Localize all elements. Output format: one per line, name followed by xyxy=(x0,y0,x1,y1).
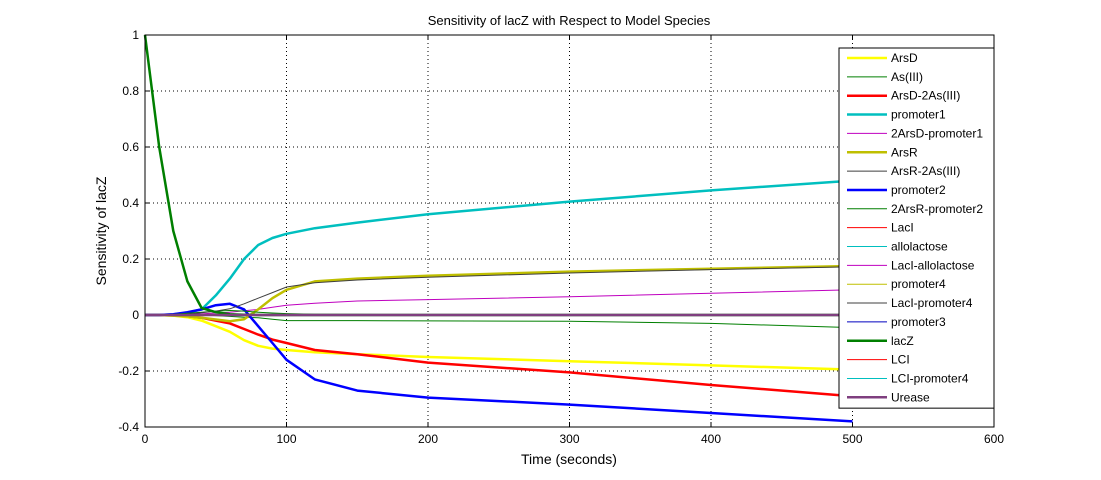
y-tick-label: 0.4 xyxy=(122,196,139,210)
legend-entry: allolactose xyxy=(847,240,948,254)
legend-label: ArsR xyxy=(891,145,918,159)
x-tick-label: 400 xyxy=(701,432,721,446)
legend-entry: promoter2 xyxy=(847,183,946,197)
legend-label: ArsD-2As(III) xyxy=(891,89,960,103)
legend-entry: lacZ xyxy=(847,334,914,348)
y-tick-label: 0.8 xyxy=(122,84,139,98)
legend: ArsD As(III) ArsD-2As(III) promoter1 2ArsD-p… xyxy=(838,47,995,409)
y-tick-label: 1 xyxy=(132,28,139,42)
legend-label: promoter3 xyxy=(891,315,946,329)
series-lines xyxy=(143,34,853,423)
legend-label: LacI xyxy=(891,221,914,235)
legend-label: 2ArsR-promoter2 xyxy=(891,202,983,216)
legend-label: promoter2 xyxy=(891,183,946,197)
series-line-promoter1 xyxy=(145,179,853,317)
legend-entry: promoter4 xyxy=(847,277,946,291)
legend-label: lacZ xyxy=(891,334,914,348)
x-tick-label: 300 xyxy=(559,432,579,446)
legend-label: LacI-promoter4 xyxy=(891,296,973,310)
x-tick-label: 500 xyxy=(842,432,862,446)
legend-entry: promoter3 xyxy=(847,315,946,329)
legend-label: As(III) xyxy=(891,70,923,84)
series-line-promoter2 xyxy=(145,302,853,423)
y-tick-label: -0.2 xyxy=(118,364,139,378)
legend-entry: 2ArsR-promoter2 xyxy=(847,202,983,216)
legend-label: LacI-allolactose xyxy=(891,258,975,272)
legend-entry: LacI-promoter4 xyxy=(847,296,973,310)
legend-label: ArsD xyxy=(891,51,918,65)
legend-entry: LCI xyxy=(847,353,910,367)
legend-label: LCI xyxy=(891,353,910,367)
x-tick-label: 100 xyxy=(276,432,296,446)
legend-label: promoter1 xyxy=(891,108,946,122)
legend-entry: Urease xyxy=(847,390,930,404)
y-axis-label: Sensitivity of lacZ xyxy=(93,176,109,285)
y-tick-label: 0.2 xyxy=(122,252,139,266)
x-tick-label: 200 xyxy=(418,432,438,446)
axis-ticks: 0 100 200 300 400 500 600 -0.4 -0.2 0 0.2 0.4 0.6 0.8… xyxy=(118,28,1004,446)
y-tick-label: 0 xyxy=(132,308,139,322)
y-tick-label: -0.4 xyxy=(118,420,139,434)
legend-entry: LacI xyxy=(847,221,914,235)
legend-entry: As(III) xyxy=(847,70,923,84)
series-line-arsd-2as-iii- xyxy=(145,313,853,398)
legend-entry: ArsR xyxy=(847,145,918,159)
legend-label: Urease xyxy=(891,390,930,404)
legend-label: promoter4 xyxy=(891,277,946,291)
legend-label: 2ArsD-promoter1 xyxy=(891,126,983,140)
x-axis-label: Time (seconds) xyxy=(521,451,617,467)
legend-label: ArsR-2As(III) xyxy=(891,164,960,178)
legend-entry: 2ArsD-promoter1 xyxy=(847,126,983,140)
x-tick-label: 0 xyxy=(142,432,149,446)
y-tick-label: 0.6 xyxy=(122,140,139,154)
series-line-arsr xyxy=(145,264,853,323)
legend-label: LCI-promoter4 xyxy=(891,371,969,385)
legend-entry: promoter1 xyxy=(847,108,946,122)
legend-entry: ArsD-2As(III) xyxy=(847,89,960,103)
legend-entry: ArsR-2As(III) xyxy=(847,164,960,178)
chart-title: Sensitivity of lacZ with Respect to Mode… xyxy=(428,13,711,28)
legend-entry: LCI-promoter4 xyxy=(847,371,969,385)
series-line-arsd xyxy=(145,313,853,371)
legend-label: allolactose xyxy=(891,240,948,254)
legend-entry: LacI-allolactose xyxy=(847,258,975,272)
legend-entry: ArsD xyxy=(847,51,918,65)
x-tick-label: 600 xyxy=(984,432,1004,446)
